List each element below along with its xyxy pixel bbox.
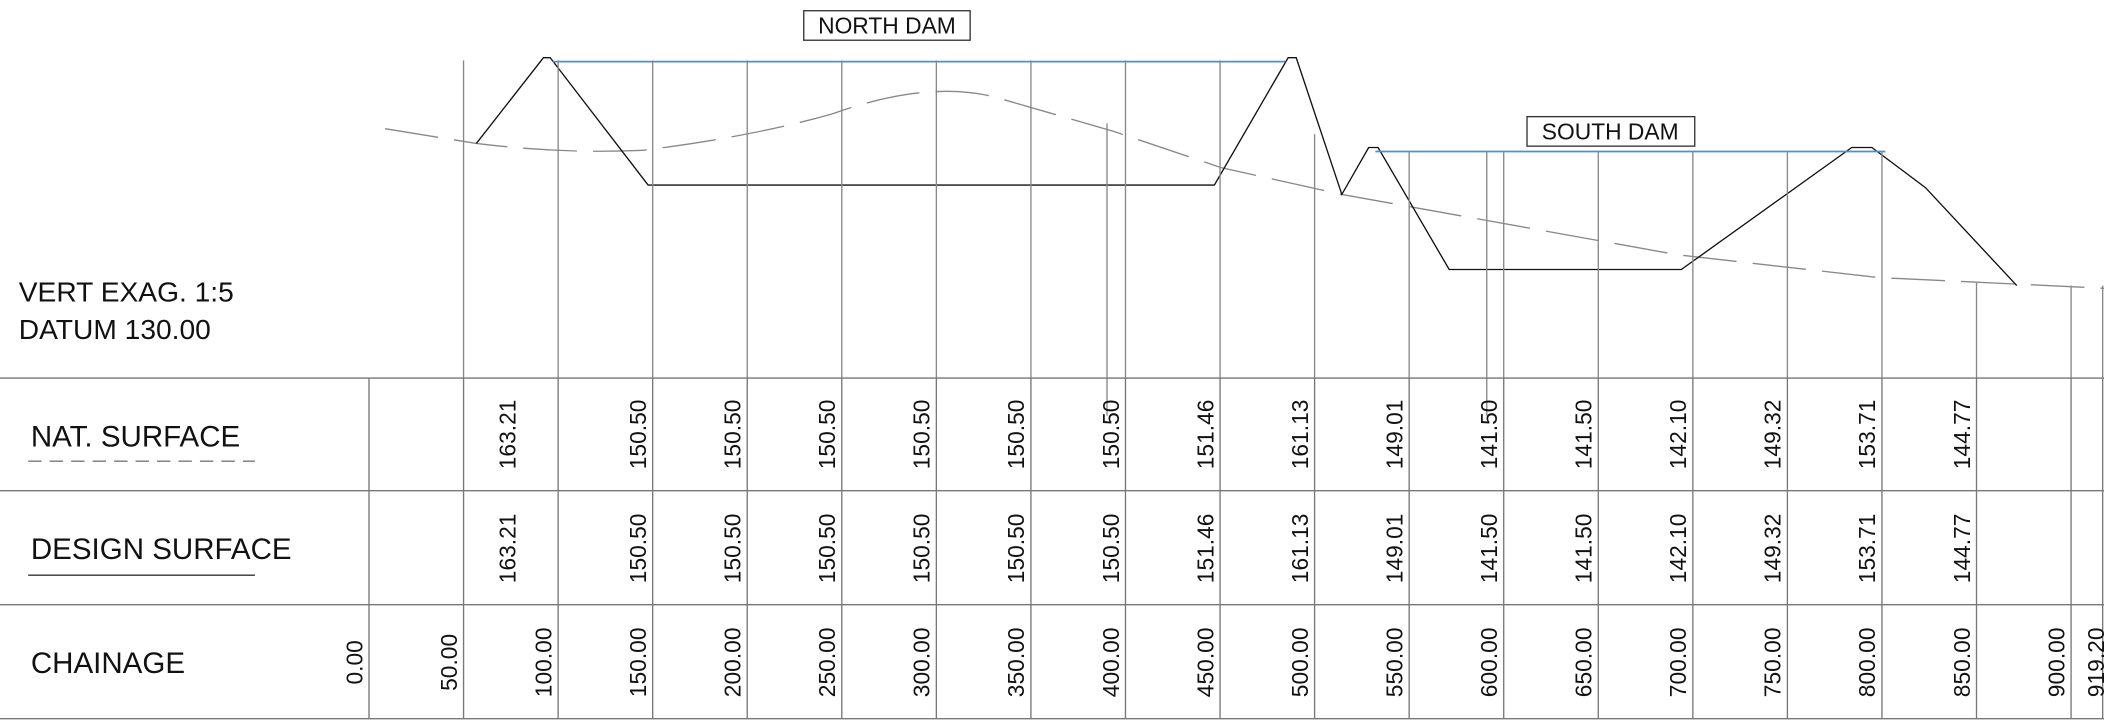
elevation-value: 141.50: [1571, 400, 1597, 470]
elevation-value: 150.50: [720, 400, 746, 470]
elevation-value: 149.32: [1760, 514, 1786, 584]
south-dam-label: SOUTH DAM: [1542, 118, 1679, 144]
elevation-value: 141.50: [1476, 400, 1502, 470]
north-dam-box: [803, 10, 971, 41]
elevation-value: 161.13: [1287, 400, 1313, 470]
elevation-value: 149.01: [1381, 514, 1407, 584]
elevation-value: 153.71: [1854, 400, 1880, 470]
chainage-value: 250.00: [814, 627, 840, 697]
elevation-value: 144.77: [1949, 514, 1975, 584]
elevation-value: 142.10: [1665, 400, 1691, 470]
natural-surface: [385, 90, 2104, 289]
chainage-value: 700.00: [1665, 627, 1691, 697]
data-table: NAT. SURFACE DESIGN SURFACE CHAINAGE 0.0…: [0, 377, 2104, 720]
elevation-value: 142.10: [1665, 514, 1691, 584]
nat-surface-label: NAT. SURFACE: [31, 420, 240, 453]
elevation-value: 150.50: [814, 400, 840, 470]
station-lines: [462, 60, 2104, 416]
chainage-value: 850.00: [1949, 627, 1975, 697]
chainage-value: 400.00: [1098, 627, 1124, 697]
elevation-value: 150.50: [909, 400, 935, 470]
chainage-value: 500.00: [1287, 627, 1313, 697]
elevation-value: 150.50: [1003, 514, 1029, 584]
chainage-value: 200.00: [720, 627, 746, 697]
elevation-value: 151.46: [1192, 514, 1218, 584]
chainage-label: CHAINAGE: [31, 647, 185, 680]
chainage-value: 100.00: [530, 627, 556, 697]
chainage-value: 919.20: [2083, 627, 2104, 697]
chainage-value: 350.00: [1003, 627, 1029, 697]
chainage-value: 150.00: [625, 627, 651, 697]
elevation-value: 150.50: [814, 514, 840, 584]
elevation-value: 151.46: [1192, 400, 1218, 470]
design-surface: [475, 56, 2018, 287]
chainage-value: 900.00: [2043, 627, 2069, 697]
south-dam-box: [1526, 115, 1696, 147]
chainage-value: 450.00: [1192, 627, 1218, 697]
elevation-value: 150.50: [625, 514, 651, 584]
chainage-value: 50.00: [436, 634, 462, 691]
elevation-value: 150.50: [1098, 400, 1124, 470]
datum: DATUM 130.00: [19, 314, 211, 345]
elevation-value: 150.50: [909, 514, 935, 584]
vert-exag: VERT EXAG. 1:5: [19, 277, 234, 308]
elevation-value: 163.21: [494, 400, 520, 470]
elevation-value: 161.13: [1287, 514, 1313, 584]
elevation-value: 141.50: [1476, 514, 1502, 584]
elevation-value: 149.01: [1381, 400, 1407, 470]
chainage-value: 750.00: [1760, 627, 1786, 697]
elevation-value: 163.21: [494, 514, 520, 584]
elevation-value: 144.77: [1949, 400, 1975, 470]
north-dam-label: NORTH DAM: [818, 13, 956, 39]
chainage-value: 550.00: [1381, 627, 1407, 697]
elevation-value: 141.50: [1571, 514, 1597, 584]
elevation-value: 150.50: [1003, 400, 1029, 470]
chainage-value: 0.00: [341, 640, 367, 684]
elevation-value: 150.50: [625, 400, 651, 470]
elevation-value: 149.32: [1760, 400, 1786, 470]
design-surface-label: DESIGN SURFACE: [31, 533, 292, 566]
chainage-value: 600.00: [1476, 627, 1502, 697]
elevation-value: 153.71: [1854, 514, 1880, 584]
chainage-value: 650.00: [1571, 627, 1597, 697]
chainage-value: 300.00: [909, 627, 935, 697]
elevation-value: 150.50: [1098, 514, 1124, 584]
elevation-value: 150.50: [720, 514, 746, 584]
chainage-value: 800.00: [1854, 627, 1880, 697]
profile: NORTH DAM SOUTH DAM VERT EXAG. 1:5 DATUM…: [19, 10, 2104, 416]
